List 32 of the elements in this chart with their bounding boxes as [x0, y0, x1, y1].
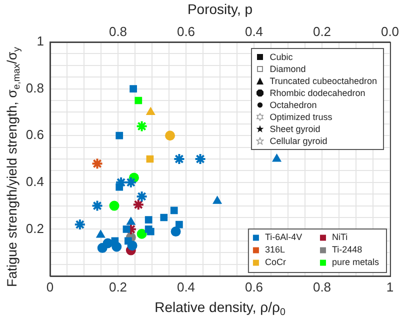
y-tick-label: 0.2: [26, 220, 44, 236]
y-axis-title: Fatigue strength/yield strength, σe,max/σy: [4, 46, 23, 287]
y-tick-label: 1: [36, 34, 44, 49]
annotation: Rhombic dodecahedron: [270, 88, 366, 98]
annotation: Cellular gyroid: [270, 136, 328, 146]
x2-tick-label: 0.2: [312, 24, 332, 39]
legend-label: pure metals: [332, 257, 380, 268]
y-tick-label: 0.4: [26, 174, 44, 189]
legend-label: CoCr: [264, 257, 286, 268]
x-tick-label: 0.8: [312, 279, 332, 294]
legend-label: Ti-2448: [332, 244, 362, 255]
annotation: Cubic: [270, 52, 293, 62]
x-tick-label: 0.2: [108, 279, 128, 294]
x2-axis-title: Porosity, p: [187, 0, 253, 17]
x2-tick-label: 0.4: [244, 24, 264, 39]
x-tick-label: 0: [46, 279, 54, 294]
x2-tick-label: 0.6: [176, 24, 196, 39]
y-tick-label: 0.8: [26, 80, 44, 96]
x-tick-label: 0.6: [244, 279, 264, 294]
annotation: Octahedron: [270, 100, 317, 110]
annotation: Truncated cubeoctahedron: [270, 76, 377, 86]
x-tick-label: 1: [386, 279, 394, 294]
legend-label: 316L: [264, 244, 285, 255]
annotation: Optimized truss: [270, 112, 332, 122]
legend-label: NiTi: [332, 232, 348, 242]
y-tick-label: 0.6: [26, 127, 44, 142]
x2-tick-label: 0.0: [380, 24, 400, 39]
annotation: Diamond: [270, 64, 306, 74]
x2-tick-label: 0.8: [108, 24, 128, 39]
annotation: Sheet gyroid: [270, 124, 320, 134]
x-tick-label: 0.4: [176, 279, 196, 294]
legend-label: Ti-6Al-4V: [264, 232, 302, 242]
